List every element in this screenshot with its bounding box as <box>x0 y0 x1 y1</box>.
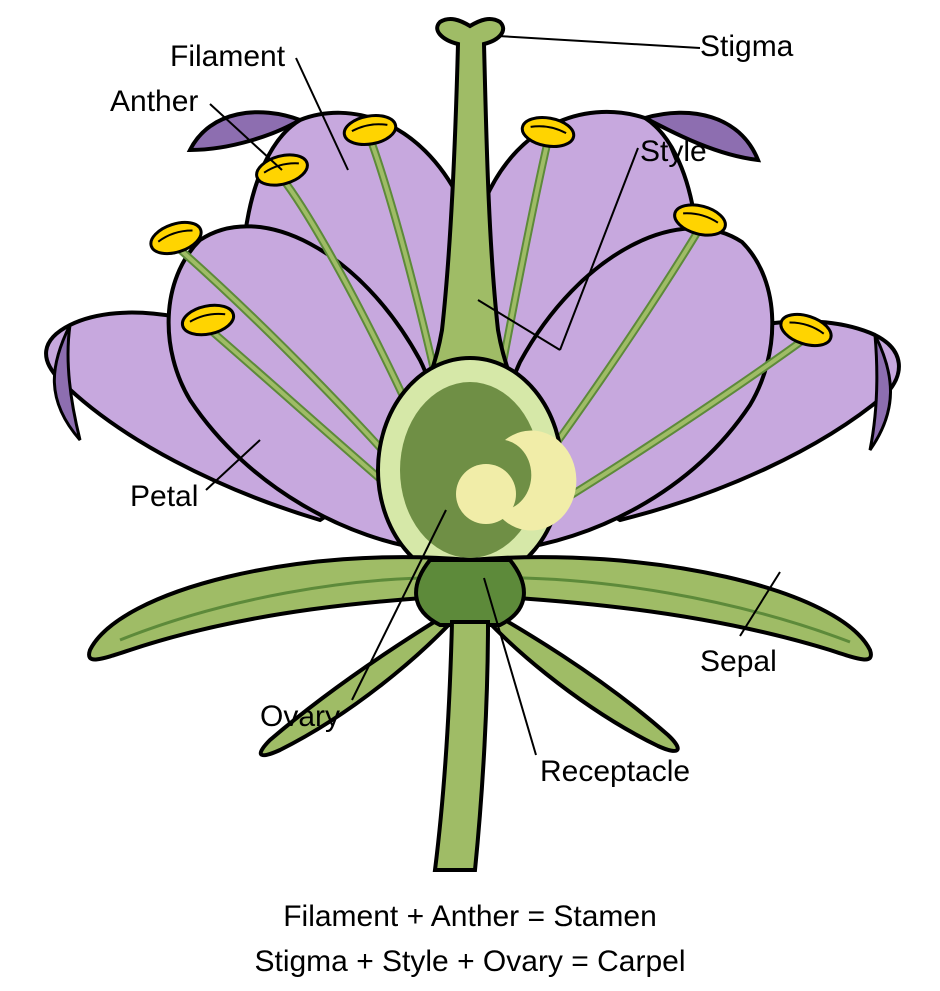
flower-diagram: Stigma Filament Anther Style Petal Ovary… <box>0 0 940 991</box>
label-ovary: Ovary <box>260 700 340 734</box>
footer-line-2: Stigma + Style + Ovary = Carpel <box>0 945 940 979</box>
label-stigma: Stigma <box>700 30 793 64</box>
label-anther: Anther <box>110 85 198 119</box>
label-petal: Petal <box>130 480 198 514</box>
label-filament: Filament <box>170 40 285 74</box>
label-receptacle: Receptacle <box>540 755 690 789</box>
stem <box>435 622 488 870</box>
receptacle <box>416 560 524 625</box>
label-style: Style <box>640 135 707 169</box>
label-sepal: Sepal <box>700 645 777 679</box>
footer-line-1: Filament + Anther = Stamen <box>0 900 940 934</box>
